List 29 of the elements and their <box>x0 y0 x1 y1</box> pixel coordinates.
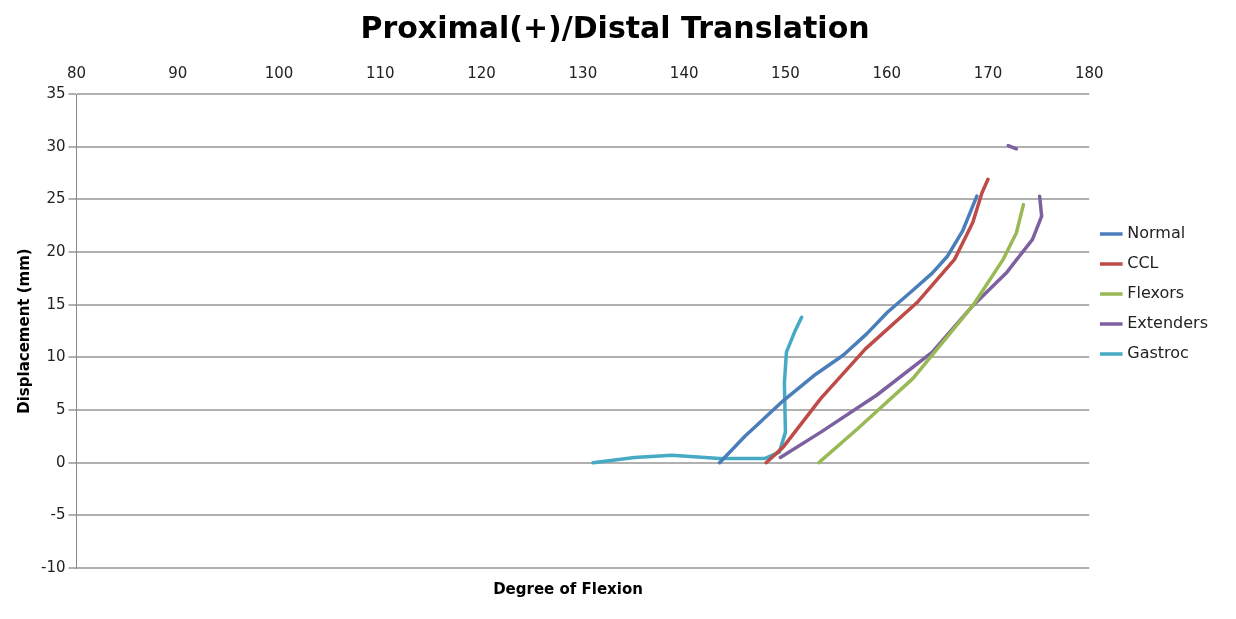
legend-label: Flexors <box>1127 283 1185 303</box>
x-tick-label: 170 <box>973 63 1003 82</box>
y-tick-label: -10 <box>41 557 66 576</box>
x-tick-label: 120 <box>467 63 496 82</box>
y-tick-label: 10 <box>46 347 66 366</box>
x-tick-label: 80 <box>66 63 87 82</box>
x-tick-label: 160 <box>872 63 902 82</box>
y-tick-label: 25 <box>46 189 66 208</box>
x-tick-label: 110 <box>366 63 395 82</box>
legend-label: Extenders <box>1127 313 1208 333</box>
y-axis-title: Displacement (mm) <box>14 248 33 414</box>
legend-label: Normal <box>1127 223 1186 243</box>
x-tick-label: 180 <box>1074 63 1104 82</box>
legend-label: Gastroc <box>1127 343 1189 363</box>
x-tick-label: 100 <box>264 63 294 82</box>
y-tick-label: 35 <box>46 83 66 102</box>
y-tick-label: 5 <box>55 399 66 418</box>
chart-title: Proximal(+)/Distal Translation <box>360 9 870 45</box>
legend-label: CCL <box>1127 253 1159 273</box>
x-axis-title: Degree of Flexion <box>492 580 644 598</box>
x-tick-label: 90 <box>168 63 188 82</box>
x-tick-label: 140 <box>669 63 699 82</box>
y-tick-label: 20 <box>46 241 66 260</box>
x-tick-label: 130 <box>568 63 598 82</box>
y-tick-label: -5 <box>50 505 66 524</box>
y-tick-label: 30 <box>46 136 66 155</box>
y-tick-label: 0 <box>55 452 66 471</box>
x-tick-label: 150 <box>771 63 800 82</box>
y-tick-label: 15 <box>46 294 66 313</box>
